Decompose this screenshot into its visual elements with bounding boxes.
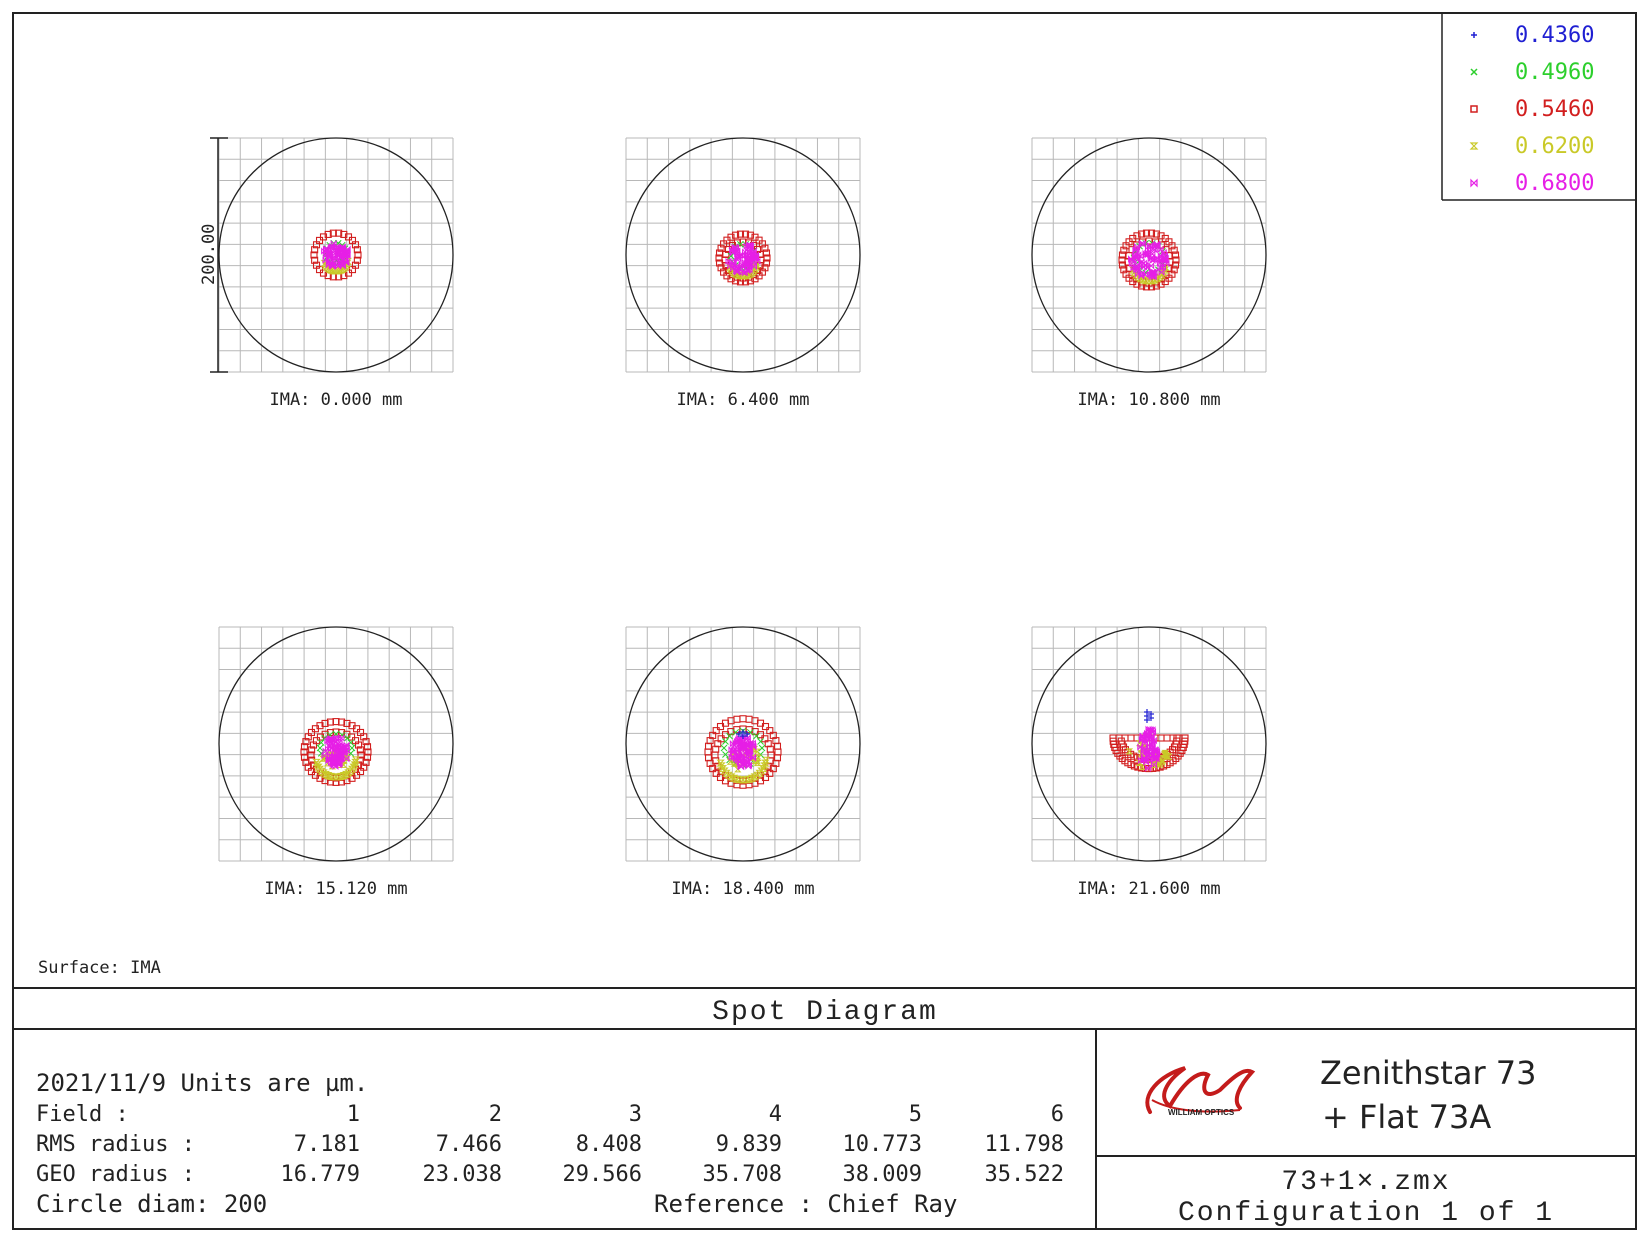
field-number: 4 — [769, 1102, 782, 1127]
legend-value: 0.6200 — [1515, 134, 1594, 159]
legend-entry: 0.5460 — [1470, 97, 1594, 122]
airy-circle — [625, 137, 861, 373]
date-units: 2021/11/9 Units are µm. — [36, 1069, 368, 1097]
field-number: 2 — [489, 1102, 502, 1127]
circle-diam: Circle diam: 200 — [36, 1190, 267, 1218]
spot-markers — [1118, 229, 1180, 291]
diagram-title: Spot Diagram — [712, 997, 938, 1028]
panel-grid — [625, 626, 861, 862]
spot-panel: IMA: 6.400 mm — [625, 137, 861, 410]
spot-markers — [300, 718, 372, 786]
field-number: 5 — [909, 1102, 922, 1127]
product-line-2: + Flat 73A — [1322, 1098, 1491, 1136]
william-optics-logo: WILLIAM OPTICS — [1145, 1066, 1256, 1117]
field-label: IMA: 0.000 mm — [269, 390, 402, 410]
rms-value: 11.798 — [985, 1132, 1064, 1157]
airy-circle — [218, 626, 454, 862]
field-number: 6 — [1051, 1102, 1064, 1127]
rms-value: 7.181 — [294, 1132, 360, 1157]
wavelength-legend: 0.4360 0.4960 0.5460 0.6200 0.6800 — [1441, 12, 1637, 201]
airy-circle — [1031, 137, 1267, 373]
rms-value: 9.839 — [716, 1132, 782, 1157]
field-label: IMA: 18.400 mm — [671, 879, 814, 899]
spot-panel: IMA: 0.000 mm — [218, 137, 454, 410]
field-label: IMA: 6.400 mm — [676, 390, 809, 410]
spot-markers — [704, 715, 782, 789]
spot-panel: IMA: 18.400 mm — [625, 626, 861, 899]
spot-panel: IMA: 15.120 mm — [218, 626, 454, 899]
legend-entry: 0.4960 — [1470, 60, 1594, 85]
legend-value: 0.5460 — [1515, 97, 1594, 122]
geo-value: 38.009 — [843, 1162, 922, 1187]
rms-label: RMS radius : — [36, 1132, 195, 1157]
panel-grid — [218, 137, 454, 373]
legend-entry: 0.6200 — [1469, 134, 1594, 159]
panel-grid — [1031, 626, 1267, 862]
field-number: 3 — [629, 1102, 642, 1127]
reference: Reference : Chief Ray — [654, 1190, 957, 1218]
field-number: 1 — [347, 1102, 360, 1127]
field-label: IMA: 15.120 mm — [264, 879, 407, 899]
surface-label: Surface: IMA — [38, 958, 161, 978]
rms-value: 7.466 — [436, 1132, 502, 1157]
geo-value: 35.522 — [985, 1162, 1064, 1187]
field-label: IMA: 10.800 mm — [1077, 390, 1220, 410]
legend-entry: 0.6800 — [1470, 171, 1594, 196]
legend-value: 0.6800 — [1515, 171, 1594, 196]
logo-brand-text: WILLIAM OPTICS — [1168, 1108, 1235, 1117]
geo-label: GEO radius : — [36, 1162, 195, 1187]
spot-panel: IMA: 10.800 mm — [1031, 137, 1267, 410]
spot-markers — [715, 230, 771, 286]
legend-value: 0.4960 — [1515, 60, 1594, 85]
rms-value: 10.773 — [843, 1132, 922, 1157]
airy-circle — [218, 137, 454, 373]
scale-bar-label: 200.00 — [199, 224, 219, 285]
spot-panel: IMA: 21.600 mm — [1031, 626, 1267, 899]
spot-markers — [1109, 709, 1189, 773]
spot-markers — [310, 229, 362, 281]
airy-circle — [1031, 626, 1267, 862]
rms-value: 8.408 — [576, 1132, 642, 1157]
file-name: 73+1×.zmx — [1281, 1167, 1450, 1198]
configuration: Configuration 1 of 1 — [1178, 1198, 1554, 1229]
scale-bar: 200.00 — [199, 137, 228, 373]
field-row-label: Field : — [36, 1102, 129, 1127]
geo-value: 16.779 — [281, 1162, 360, 1187]
product-line-1: Zenithstar 73 — [1320, 1054, 1536, 1092]
legend-entry: 0.4360 — [1471, 23, 1594, 48]
airy-circle — [625, 626, 861, 862]
geo-value: 29.566 — [563, 1162, 642, 1187]
info-block: 2021/11/9 Units are µm. Field : RMS radi… — [36, 1069, 1064, 1218]
diagram-frame — [12, 12, 1637, 1230]
legend-value: 0.4360 — [1515, 23, 1594, 48]
geo-value: 23.038 — [423, 1162, 502, 1187]
panel-grid — [218, 626, 454, 862]
geo-value: 35.708 — [703, 1162, 782, 1187]
field-label: IMA: 21.600 mm — [1077, 879, 1220, 899]
